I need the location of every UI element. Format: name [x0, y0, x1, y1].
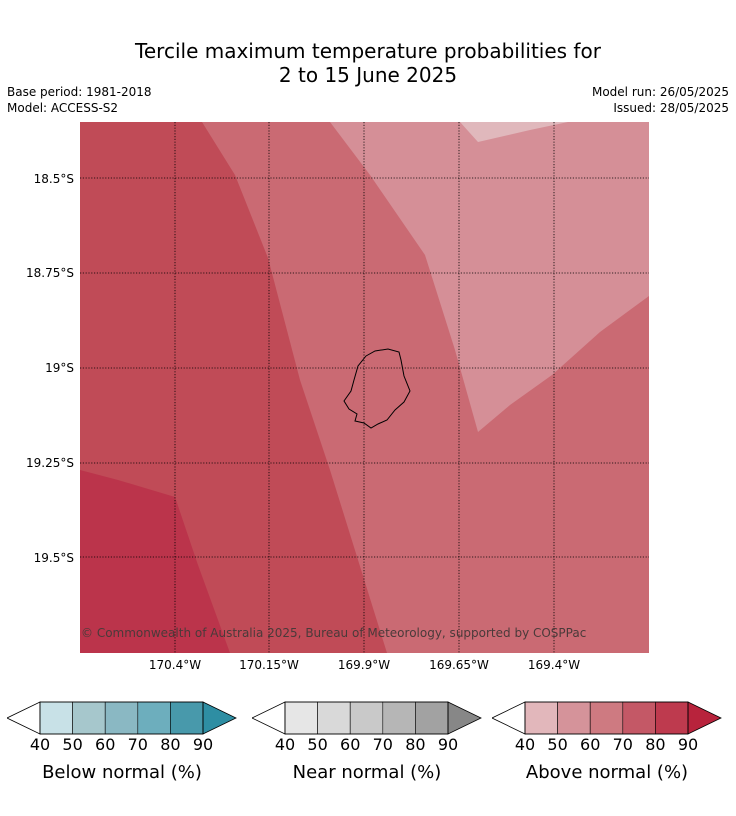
near-normal-colorbar: [252, 701, 482, 735]
above-colorbar-segment: [622, 701, 656, 735]
above-colorbar-tick: 80: [645, 735, 666, 754]
lat-tick-label: 18.75°S: [26, 266, 74, 280]
below-colorbar-tick: 40: [29, 735, 51, 754]
lat-tick-label: 19.25°S: [26, 456, 74, 470]
below-normal-label: Below normal (%): [42, 762, 202, 783]
below-colorbar-tick: 50: [62, 735, 83, 754]
lon-tick-label: 170.15°W: [239, 658, 299, 672]
near-colorbar-segment: [349, 701, 384, 735]
above-normal-colorbar: [492, 701, 722, 735]
near-colorbar-segment: [382, 701, 416, 735]
below-colorbar-tick: 90: [192, 735, 214, 754]
lat-tick-label: 19°S: [45, 361, 74, 375]
near-colorbar-tick: 70: [372, 735, 393, 754]
near-colorbar-segment: [284, 701, 318, 735]
above-colorbar-tick: 60: [580, 735, 601, 754]
base-period-text: Base period: 1981-2018: [7, 85, 152, 99]
lon-tick-label: 170.4°W: [148, 658, 202, 672]
near-colorbar-segment: [415, 701, 449, 735]
lat-tick-label: 19.5°S: [33, 551, 74, 565]
near-normal-label: Near normal (%): [292, 762, 442, 783]
lon-tick-label: 169.4°W: [527, 658, 581, 672]
map-title-line-1: Tercile maximum temperature probabilitie…: [135, 39, 601, 63]
below-colorbar-segment: [104, 701, 139, 735]
near-colorbar-tick: 90: [437, 735, 459, 754]
below-colorbar-segment: [72, 701, 106, 735]
above-normal-label: Above normal (%): [525, 762, 689, 783]
below-colorbar-tick: 70: [127, 735, 148, 754]
model-run-text: Model run: 26/05/2025: [591, 85, 729, 99]
lon-tick-label: 169.9°W: [337, 658, 391, 672]
below-normal-colorbar: [7, 701, 237, 735]
model-text: Model: ACCESS-S2: [7, 101, 119, 115]
map-title-line-2: 2 to 15 June 2025: [278, 63, 458, 87]
above-colorbar-segment: [524, 701, 558, 735]
near-max-arrow: [447, 701, 482, 735]
below-max-arrow: [202, 701, 237, 735]
above-colorbar-segment: [557, 701, 591, 735]
copyright-notice: © Commonwealth of Australia 2025, Bureau…: [81, 626, 587, 640]
above-colorbar-tick: 70: [612, 735, 633, 754]
below-colorbar-segment: [39, 701, 73, 735]
above-colorbar-tick: 90: [677, 735, 699, 754]
above-max-arrow: [687, 701, 722, 735]
below-colorbar-segment: [137, 701, 171, 735]
lon-tick-label: 169.65°W: [429, 658, 489, 672]
issued-text: Issued: 28/05/2025: [613, 101, 729, 115]
above-segments: [524, 701, 689, 735]
near-colorbar-tick: 50: [307, 735, 328, 754]
above-colorbar-tick: 40: [514, 735, 536, 754]
near-colorbar-tick: 60: [340, 735, 361, 754]
below-colorbar-tick: 80: [160, 735, 181, 754]
gridlines: [80, 122, 649, 653]
below-segments: [39, 701, 204, 735]
below-colorbar-tick: 60: [95, 735, 116, 754]
island-outline: [343, 348, 411, 429]
above-colorbar-segment: [589, 701, 624, 735]
region-above-50-60: [330, 122, 649, 432]
region-above-40-50: [460, 122, 568, 142]
lat-tick-label: 18.5°S: [33, 172, 74, 186]
near-colorbar-tick: 80: [405, 735, 426, 754]
near-segments: [284, 701, 449, 735]
near-colorbar-tick: 40: [274, 735, 296, 754]
above-colorbar-tick: 50: [547, 735, 568, 754]
below-colorbar-segment: [170, 701, 204, 735]
near-colorbar-segment: [317, 701, 351, 735]
region-above-80-90: [80, 470, 230, 653]
above-colorbar-segment: [655, 701, 689, 735]
